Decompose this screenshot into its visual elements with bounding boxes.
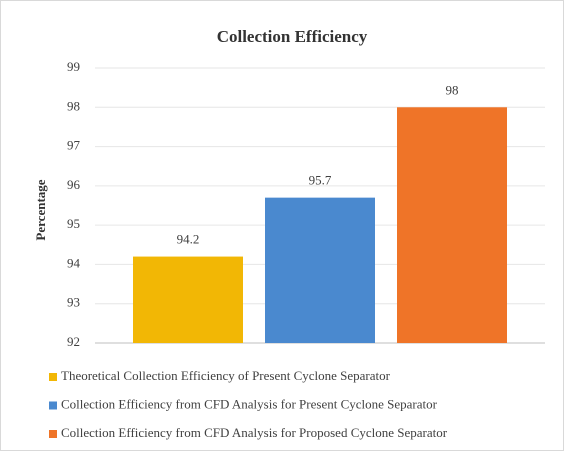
y-tick-label: 95: [67, 216, 80, 231]
y-tick-label: 92: [67, 334, 80, 349]
y-tick-label: 96: [67, 177, 81, 192]
y-tick-label: 93: [67, 295, 80, 310]
y-tick-label: 98: [67, 98, 80, 113]
y-tick-label: 94: [67, 255, 81, 270]
chart-title: Collection Efficiency: [217, 27, 368, 46]
y-axis-title: Percentage: [33, 179, 48, 240]
data-label: 94.2: [177, 232, 200, 247]
y-tick-label: 99: [67, 59, 80, 74]
bar: [265, 197, 375, 343]
legend-swatch: [49, 430, 57, 438]
legend-label: Collection Efficiency from CFD Analysis …: [61, 425, 448, 440]
legend-label: Theoretical Collection Efficiency of Pre…: [61, 368, 391, 383]
bar: [397, 107, 507, 344]
legend-label: Collection Efficiency from CFD Analysis …: [61, 396, 438, 411]
bar: [133, 256, 243, 343]
legend-swatch: [49, 373, 57, 381]
data-label: 98: [446, 82, 459, 97]
legend-swatch: [49, 401, 57, 410]
data-label: 95.7: [309, 173, 332, 188]
y-tick-label: 97: [67, 138, 81, 153]
